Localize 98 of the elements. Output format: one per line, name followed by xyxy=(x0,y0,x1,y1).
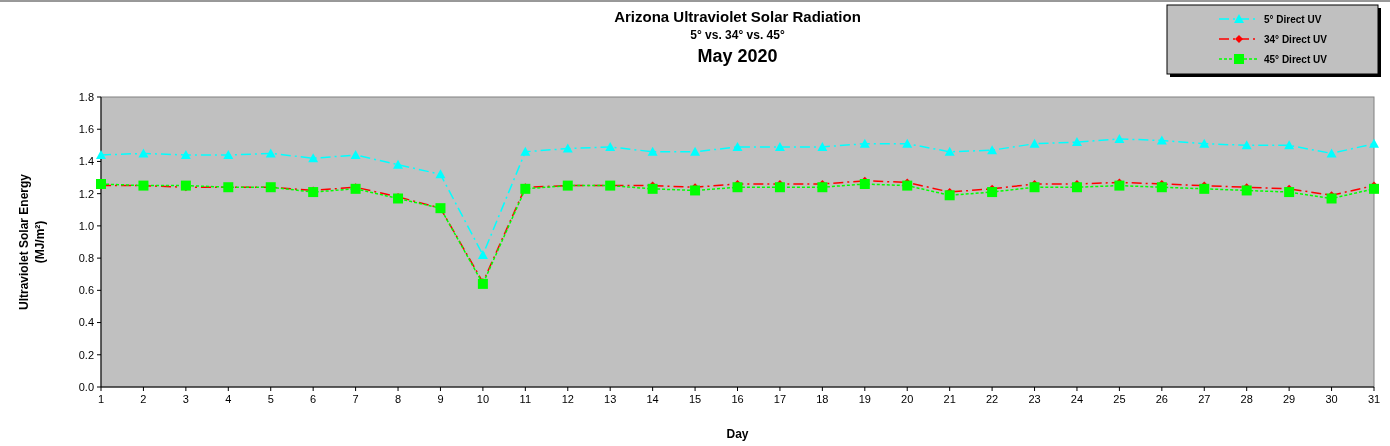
point xyxy=(944,146,955,156)
x-tick-label: 24 xyxy=(1070,393,1084,405)
y-tick-label: 1.0 xyxy=(78,219,94,232)
point xyxy=(265,148,276,158)
point xyxy=(859,179,870,189)
point xyxy=(180,150,191,159)
point xyxy=(138,148,149,158)
x-tick-label: 7 xyxy=(352,393,359,405)
legend-label: 5° Direct UV xyxy=(1264,13,1322,25)
point xyxy=(647,183,658,194)
point xyxy=(902,138,913,148)
point xyxy=(647,146,658,156)
x-tick-label: 3 xyxy=(182,393,189,405)
y-axis-title: Ultraviolet Solar Energy (MJ/m²) xyxy=(17,173,47,311)
point xyxy=(1369,138,1379,148)
point xyxy=(1284,140,1295,150)
point xyxy=(1029,182,1040,193)
x-tick-label: 29 xyxy=(1283,393,1296,405)
point xyxy=(902,180,913,191)
chart-title: Arizona Ultraviolet Solar Radiation xyxy=(614,8,861,25)
point xyxy=(817,182,828,193)
point xyxy=(987,145,998,155)
point xyxy=(1114,133,1125,143)
point xyxy=(1284,187,1295,198)
point xyxy=(1071,182,1082,193)
point xyxy=(96,150,106,159)
point xyxy=(1071,137,1082,147)
x-tick-label: 2 xyxy=(140,393,147,405)
point xyxy=(774,141,785,151)
x-tick-label: 16 xyxy=(731,393,744,405)
y-tick-label: 1.2 xyxy=(78,187,94,200)
point xyxy=(690,185,701,196)
point xyxy=(987,187,998,198)
point xyxy=(605,141,616,151)
legend-label: 45° Direct UV xyxy=(1264,53,1328,65)
y-tick-label: 0.0 xyxy=(78,380,94,393)
point xyxy=(1199,138,1210,148)
point xyxy=(1326,148,1337,158)
x-tick-label: 26 xyxy=(1155,393,1168,405)
x-tick-label: 20 xyxy=(901,393,914,405)
x-tick-label: 25 xyxy=(1113,393,1126,405)
x-tick-label: 27 xyxy=(1198,393,1211,405)
x-tick-label: 21 xyxy=(943,393,956,405)
y-tick-label: 0.6 xyxy=(78,284,94,297)
point xyxy=(562,143,573,153)
point xyxy=(1241,140,1252,150)
point xyxy=(1241,185,1252,196)
x-tick-label: 19 xyxy=(858,393,871,405)
x-tick-label: 28 xyxy=(1240,393,1253,405)
x-tick-label: 11 xyxy=(519,393,532,405)
x-tick-label: 17 xyxy=(773,393,787,405)
y-tick-label: 0.2 xyxy=(78,348,94,361)
x-tick-label: 31 xyxy=(1367,393,1381,405)
point xyxy=(1326,193,1337,204)
point xyxy=(1369,183,1379,194)
point xyxy=(350,150,361,159)
x-tick-label: 1 xyxy=(97,393,105,405)
point xyxy=(1156,182,1167,193)
point xyxy=(1156,135,1167,145)
point xyxy=(1029,138,1040,148)
y-tick-label: 0.4 xyxy=(78,316,94,329)
x-tick-label: 15 xyxy=(688,393,702,405)
x-tick-label: 8 xyxy=(394,393,402,405)
x-tick-label: 6 xyxy=(310,393,317,405)
point xyxy=(774,182,785,193)
x-tick-label: 23 xyxy=(1028,393,1041,405)
point xyxy=(859,138,870,148)
x-tick-label: 10 xyxy=(476,393,490,405)
y-tick-label: 0.8 xyxy=(78,251,94,264)
chart-subtitle: 5° vs. 34° vs. 45° xyxy=(690,28,785,42)
point xyxy=(690,146,701,156)
point xyxy=(944,190,955,201)
legend-label: 34° Direct UV xyxy=(1264,33,1328,45)
point xyxy=(1114,180,1125,191)
x-tick-label: 30 xyxy=(1325,393,1338,405)
x-tick-label: 4 xyxy=(225,393,232,405)
point xyxy=(393,159,404,169)
y-tick-label: 1.8 xyxy=(78,90,94,103)
point xyxy=(435,169,446,179)
text: May 2020 xyxy=(697,46,778,66)
x-axis-title: Day xyxy=(726,427,749,441)
x-tick-label: 9 xyxy=(437,393,444,405)
x-tick-label: 5 xyxy=(267,393,274,405)
point xyxy=(732,141,743,151)
y-tick-label: 1.6 xyxy=(78,123,94,136)
point xyxy=(732,182,743,193)
x-tick-label: 13 xyxy=(604,393,617,405)
x-tick-label: 14 xyxy=(646,393,659,405)
point xyxy=(1199,183,1210,194)
x-tick-label: 18 xyxy=(816,393,829,405)
y-tick-label: 1.4 xyxy=(78,155,94,168)
x-tick-label: 22 xyxy=(985,393,999,405)
point xyxy=(817,141,828,151)
point xyxy=(223,150,234,159)
point xyxy=(520,146,531,156)
point xyxy=(477,249,488,259)
point xyxy=(308,153,319,163)
x-tick-label: 12 xyxy=(561,393,574,405)
